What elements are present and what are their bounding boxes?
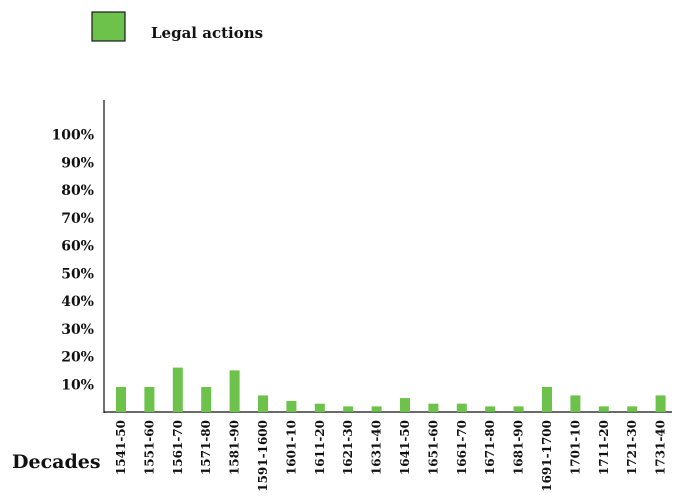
x-tick-label: 1651-60 — [426, 420, 440, 475]
x-tick-label: 1551-60 — [142, 420, 156, 475]
x-tick-label: 1641-50 — [398, 420, 412, 475]
bar — [570, 395, 581, 412]
bar — [229, 370, 240, 412]
bar — [627, 406, 638, 412]
legend-label-legal-actions: Legal actions — [151, 24, 263, 42]
x-axis-title: Decades — [12, 451, 101, 473]
bar — [144, 387, 155, 412]
y-tick-label: 40% — [61, 294, 94, 310]
x-tick-label: 1711-20 — [597, 420, 611, 475]
y-tick-label: 90% — [61, 155, 94, 171]
bar — [655, 395, 666, 412]
x-tick-label: 1611-20 — [313, 420, 327, 475]
x-tick-labels: 1541-50 1551-60 1561-70 1571-80 1581-90 1591-… — [114, 420, 668, 492]
bars — [116, 367, 666, 412]
y-tick-label: 80% — [61, 183, 94, 199]
x-tick-label: 1631-40 — [370, 420, 384, 475]
bar — [485, 406, 496, 412]
legend-swatch-legal-actions — [91, 11, 126, 42]
x-tick-label: 1591-1600 — [256, 420, 270, 492]
bar — [343, 406, 354, 412]
x-tick-label: 1721-30 — [625, 420, 639, 475]
y-tick-label: 60% — [61, 239, 94, 255]
bar — [258, 395, 268, 412]
x-tick-label: 1601-10 — [284, 420, 298, 475]
bar — [286, 400, 297, 412]
x-tick-label: 1691-1700 — [540, 420, 554, 492]
x-tick-label: 1581-90 — [228, 420, 242, 475]
x-tick-label: 1701-10 — [568, 420, 582, 475]
bar — [542, 387, 552, 412]
bar — [116, 387, 126, 412]
y-tick-label: 100% — [51, 128, 94, 144]
y-tick-label: 70% — [61, 211, 94, 227]
bar — [456, 403, 467, 412]
x-tick-label: 1671-80 — [483, 420, 497, 475]
x-tick-label: 1561-70 — [171, 420, 185, 475]
bar — [172, 367, 183, 412]
bar — [201, 387, 212, 412]
y-tick-label: 50% — [61, 266, 94, 282]
bar — [428, 403, 439, 412]
x-tick-label: 1621-30 — [341, 420, 355, 475]
bar — [371, 406, 382, 412]
bar — [314, 403, 325, 412]
x-tick-label: 1731-40 — [654, 420, 668, 475]
x-tick-label: 1681-90 — [512, 420, 526, 475]
bar — [598, 406, 609, 412]
y-tick-label: 30% — [61, 322, 94, 338]
x-tick-label: 1571-80 — [199, 420, 213, 475]
x-tick-label: 1541-50 — [114, 420, 128, 475]
bar — [400, 398, 410, 412]
y-tick-labels: 10% 20% 30% 40% 50% 60% 70% 80% 90% 100% — [51, 128, 94, 394]
y-tick-label: 10% — [61, 377, 94, 393]
legend: Legal actions — [91, 11, 263, 42]
x-tick-label: 1661-70 — [455, 420, 469, 475]
bar — [513, 406, 524, 412]
y-tick-label: 20% — [61, 350, 94, 366]
